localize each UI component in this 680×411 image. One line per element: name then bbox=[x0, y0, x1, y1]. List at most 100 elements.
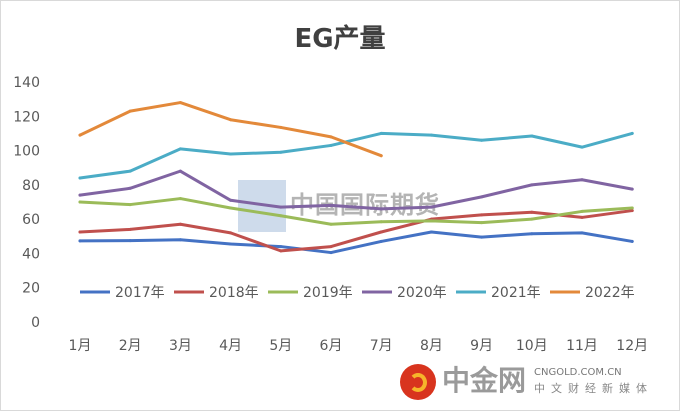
series-line-2018年 bbox=[78, 209, 634, 253]
series-line-2019年 bbox=[78, 197, 634, 226]
data-point bbox=[178, 169, 182, 173]
series-line-2017年 bbox=[78, 230, 634, 255]
data-point bbox=[429, 205, 433, 209]
logo-tagline: 中文财经新媒体 bbox=[534, 382, 653, 395]
data-point bbox=[128, 239, 132, 243]
legend-label: 2018年 bbox=[209, 285, 259, 301]
data-point bbox=[128, 227, 132, 231]
data-point bbox=[178, 197, 182, 201]
data-point bbox=[480, 195, 484, 199]
data-point bbox=[128, 109, 132, 113]
x-tick-label: 6月 bbox=[320, 338, 343, 354]
y-tick-label: 20 bbox=[22, 281, 40, 297]
data-point bbox=[379, 220, 383, 224]
legend-label: 2022年 bbox=[585, 285, 635, 301]
legend-label: 2019年 bbox=[303, 285, 353, 301]
series-line-2020年 bbox=[78, 169, 634, 211]
data-point bbox=[178, 147, 182, 151]
x-tick-label: 2月 bbox=[119, 338, 142, 354]
data-point bbox=[229, 231, 233, 235]
data-point bbox=[379, 230, 383, 234]
data-point bbox=[279, 205, 283, 209]
data-point bbox=[78, 200, 82, 204]
data-point bbox=[530, 183, 534, 187]
data-point bbox=[379, 207, 383, 211]
series-line-2022年 bbox=[78, 101, 383, 158]
data-point bbox=[178, 238, 182, 242]
data-point bbox=[580, 145, 584, 149]
x-tick-label: 4月 bbox=[219, 338, 242, 354]
x-tick-label: 7月 bbox=[370, 338, 393, 354]
data-point bbox=[429, 230, 433, 234]
data-point bbox=[630, 239, 634, 243]
data-point bbox=[78, 133, 82, 137]
data-point bbox=[329, 245, 333, 249]
x-tick-label: 1月 bbox=[69, 338, 92, 354]
data-point bbox=[580, 215, 584, 219]
data-point bbox=[329, 251, 333, 255]
x-tick-label: 5月 bbox=[269, 338, 292, 354]
data-point bbox=[229, 206, 233, 210]
data-point bbox=[630, 131, 634, 135]
data-point bbox=[178, 222, 182, 226]
data-point bbox=[329, 203, 333, 207]
data-point bbox=[229, 198, 233, 202]
y-tick-label: 120 bbox=[13, 109, 40, 125]
data-point bbox=[630, 209, 634, 213]
chart-title: EG产量 bbox=[294, 24, 386, 54]
x-tick-label: 3月 bbox=[169, 338, 192, 354]
data-point bbox=[78, 239, 82, 243]
data-point bbox=[429, 219, 433, 223]
data-point bbox=[279, 125, 283, 129]
data-point bbox=[429, 133, 433, 137]
x-tick-label: 10月 bbox=[516, 338, 548, 354]
legend-label: 2021年 bbox=[491, 285, 541, 301]
data-point bbox=[480, 235, 484, 239]
x-tick-label: 11月 bbox=[566, 338, 598, 354]
data-point bbox=[480, 221, 484, 225]
data-point bbox=[329, 222, 333, 226]
data-point bbox=[128, 203, 132, 207]
data-point bbox=[530, 134, 534, 138]
logo-domain: CNGOLD.COM.CN bbox=[534, 367, 622, 378]
data-point bbox=[329, 135, 333, 139]
logo-name: 中金网 bbox=[442, 364, 527, 397]
series-line-2021年 bbox=[78, 131, 634, 180]
data-point bbox=[229, 118, 233, 122]
cngold-logo: 中金网 CNGOLD.COM.CN 中文财经新媒体 bbox=[400, 360, 676, 406]
data-point bbox=[379, 154, 383, 158]
data-point bbox=[480, 213, 484, 217]
y-tick-label: 140 bbox=[13, 75, 40, 91]
data-point bbox=[279, 214, 283, 218]
data-point bbox=[630, 206, 634, 210]
y-tick-label: 80 bbox=[22, 178, 40, 194]
y-tick-label: 0 bbox=[31, 315, 40, 331]
data-point bbox=[279, 249, 283, 253]
data-point bbox=[128, 169, 132, 173]
data-point bbox=[530, 210, 534, 214]
legend-label: 2020年 bbox=[397, 285, 447, 301]
data-point bbox=[78, 193, 82, 197]
x-tick-label: 9月 bbox=[470, 338, 493, 354]
data-point bbox=[630, 187, 634, 191]
data-point bbox=[530, 217, 534, 221]
x-tick-label: 8月 bbox=[420, 338, 443, 354]
data-point bbox=[480, 138, 484, 142]
data-point bbox=[279, 150, 283, 154]
data-point bbox=[379, 131, 383, 135]
data-point bbox=[580, 209, 584, 213]
data-point bbox=[78, 176, 82, 180]
y-tick-label: 40 bbox=[22, 246, 40, 262]
data-point bbox=[128, 186, 132, 190]
y-tick-label: 100 bbox=[13, 144, 40, 160]
data-point bbox=[329, 143, 333, 147]
data-point bbox=[530, 232, 534, 236]
data-point bbox=[279, 245, 283, 249]
x-tick-label: 12月 bbox=[616, 338, 648, 354]
y-tick-label: 60 bbox=[22, 212, 40, 228]
logo-emblem-icon bbox=[400, 364, 436, 400]
data-point bbox=[580, 231, 584, 235]
data-point bbox=[229, 152, 233, 156]
legend-label: 2017年 bbox=[115, 285, 165, 301]
